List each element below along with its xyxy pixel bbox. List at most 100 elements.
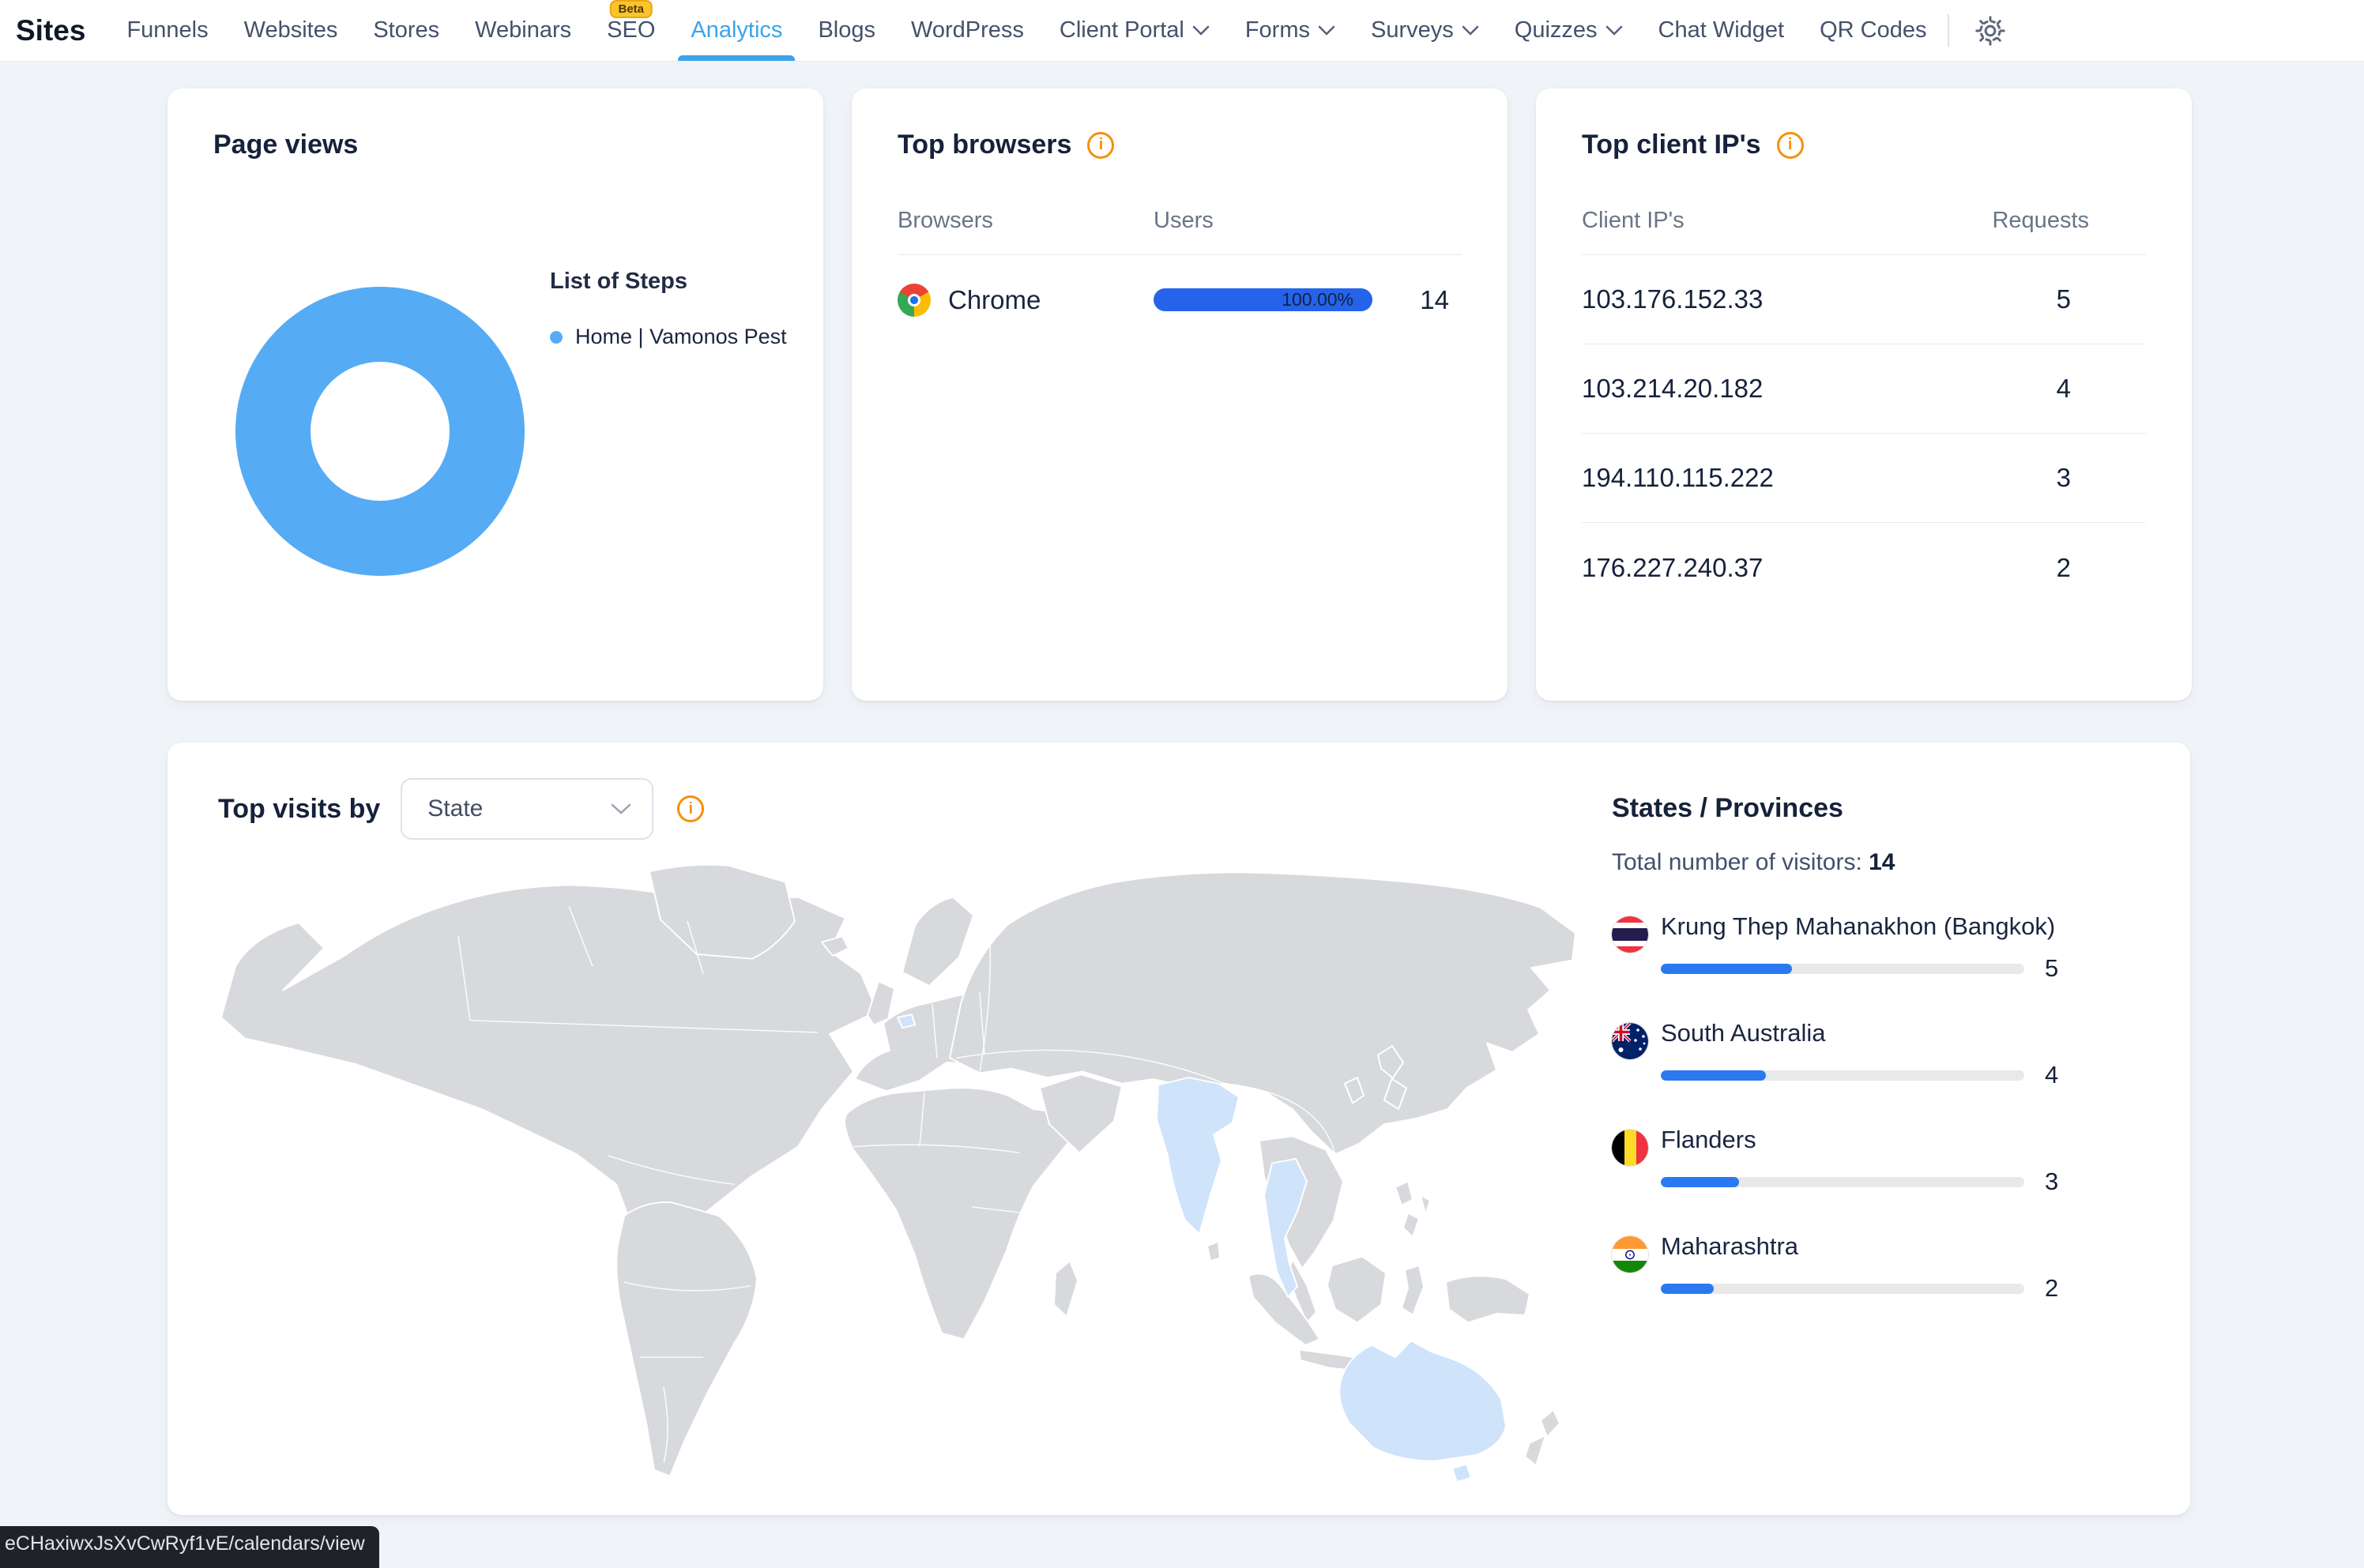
nav-item-surveys[interactable]: Surveys <box>1371 0 1479 61</box>
nav-item-seo[interactable]: Beta SEO <box>607 0 655 61</box>
chevron-down-icon <box>612 803 631 814</box>
top-browsers-card: Top browsers i Browsers Users Chrome 100… <box>852 88 1508 701</box>
nav-item-label: Client Portal <box>1059 17 1184 43</box>
state-value: 4 <box>2045 1061 2059 1089</box>
region-philippines <box>1402 1212 1420 1238</box>
region-korea <box>1344 1077 1365 1104</box>
nav-item-wordpress[interactable]: WordPress <box>911 0 1024 61</box>
region-new-guinea <box>1445 1275 1530 1324</box>
region-iceland <box>821 935 849 957</box>
top-visits-title: Top visits by <box>218 793 381 824</box>
top-client-ips-title: Top client IP's i <box>1582 88 2146 160</box>
browser-table-row[interactable]: Chrome 100.00% 14 <box>898 255 1462 344</box>
nav-item-websites[interactable]: Websites <box>244 0 338 61</box>
nav-item-label: Quizzes <box>1514 17 1598 43</box>
region-scandinavia <box>902 896 974 987</box>
chevron-down-icon <box>1605 25 1622 36</box>
nav-item-label: Stores <box>373 17 440 43</box>
states-provinces-panel: States / Provinces Total number of visit… <box>1612 793 2070 1303</box>
state-progress-fill <box>1661 963 1792 974</box>
nav-item-label: Analytics <box>691 17 783 43</box>
nav-item-webinars[interactable]: Webinars <box>475 0 571 61</box>
browser-share-label: 100.00% <box>1282 289 1353 310</box>
country-thailand-highlighted[interactable] <box>1263 1157 1308 1298</box>
browsers-table-header: Browsers Users <box>898 208 1462 234</box>
nav-item-qr-codes[interactable]: QR Codes <box>1820 0 1926 61</box>
legend-item[interactable]: Home | Vamonos Pest <box>550 325 787 349</box>
chrome-browser-icon <box>898 283 931 317</box>
column-header-requests: Requests <box>1992 208 2089 234</box>
country-australia-tasmania-highlighted[interactable] <box>1451 1463 1472 1483</box>
visits-by-selected-value: State <box>427 795 484 822</box>
region-borneo <box>1327 1255 1387 1324</box>
country-india-highlighted[interactable] <box>1156 1077 1240 1235</box>
brand-sites[interactable]: Sites <box>16 13 86 47</box>
state-name: Maharashtra <box>1661 1232 1799 1260</box>
state-progress-track <box>1661 1070 2024 1081</box>
region-sulawesi <box>1401 1265 1425 1316</box>
info-icon[interactable]: i <box>677 795 705 822</box>
country-australia-highlighted[interactable] <box>1338 1340 1507 1462</box>
ip-table-row[interactable]: 103.176.152.33 5 <box>1582 255 2146 345</box>
ips-table-header: Client IP's Requests <box>1582 208 2146 234</box>
region-philippines <box>1395 1180 1414 1206</box>
nav-item-forms[interactable]: Forms <box>1245 0 1335 61</box>
ip-table-row[interactable]: 103.214.20.182 4 <box>1582 344 2146 434</box>
page-views-title: Page views <box>213 130 359 160</box>
nav-item-label: Surveys <box>1371 17 1454 43</box>
page-views-card: Page views List of Steps Home | Vamonos … <box>168 88 823 701</box>
belgium-flag-icon <box>1612 1130 1648 1166</box>
state-row[interactable]: Krung Thep Mahanakhon (Bangkok) 5 <box>1612 912 2070 983</box>
region-uk <box>867 980 895 1026</box>
page-views-legend: List of Steps Home | Vamonos Pest <box>550 269 787 349</box>
state-value: 5 <box>2045 954 2059 982</box>
page-views-donut-chart[interactable] <box>235 287 525 576</box>
nav-item-analytics-active[interactable]: Analytics <box>678 0 796 61</box>
state-row[interactable]: South Australia 4 <box>1612 1019 2070 1089</box>
nav-item-label: Webinars <box>475 17 572 43</box>
nav-item-chat-widget[interactable]: Chat Widget <box>1658 0 1785 61</box>
nav-item-label: WordPress <box>910 17 1024 43</box>
nav-item-label: Chat Widget <box>1658 17 1785 43</box>
visits-by-select[interactable]: State <box>401 778 654 840</box>
nav-item-client-portal[interactable]: Client Portal <box>1060 0 1210 61</box>
top-visits-header: Top visits by State i <box>218 778 705 840</box>
ip-requests-value: 5 <box>2056 284 2071 314</box>
region-philippines <box>1420 1194 1431 1216</box>
top-browsers-title-text: Top browsers <box>898 130 1072 160</box>
country-belgium-highlighted[interactable] <box>897 1013 916 1029</box>
browser-share-bar: 100.00% <box>1154 288 1372 312</box>
region-new-zealand <box>1524 1435 1546 1467</box>
region-japan <box>1377 1045 1407 1111</box>
state-progress-track <box>1661 1176 2024 1187</box>
column-header-users: Users <box>1154 208 1214 234</box>
nav-item-funnels[interactable]: Funnels <box>126 0 208 61</box>
top-client-ips-card: Top client IP's i Client IP's Requests 1… <box>1536 88 2192 701</box>
column-header-client-ips: Client IP's <box>1582 208 1685 234</box>
browser-users-value: 14 <box>1420 284 1449 314</box>
top-browsers-title: Top browsers i <box>898 88 1462 160</box>
top-client-ips-title-text: Top client IP's <box>1582 130 1761 160</box>
ip-table-row[interactable]: 176.227.240.37 2 <box>1582 523 2146 612</box>
state-row[interactable]: Maharashtra 2 <box>1612 1232 2070 1303</box>
legend-dot-icon <box>550 330 563 344</box>
state-progress-track <box>1661 1283 2024 1294</box>
nav-item-label: Forms <box>1244 17 1311 43</box>
ip-table-row[interactable]: 194.110.115.222 3 <box>1582 434 2146 524</box>
browser-name: Chrome <box>948 284 1041 314</box>
nav-item-stores[interactable]: Stores <box>373 0 439 61</box>
legend-title: List of Steps <box>550 269 688 294</box>
region-sumatra <box>1248 1273 1320 1346</box>
region-arabia <box>1039 1074 1123 1154</box>
world-map[interactable] <box>198 861 1588 1485</box>
link-preview-status-bar: eCHaxiwxJsXvCwRyf1vE/calendars/view <box>0 1526 379 1568</box>
continent-south-america <box>615 1201 758 1477</box>
state-row[interactable]: Flanders 3 <box>1612 1126 2070 1196</box>
nav-item-blogs[interactable]: Blogs <box>818 0 875 61</box>
country-borders <box>457 905 1336 1463</box>
info-icon[interactable]: i <box>1087 131 1115 159</box>
info-icon[interactable]: i <box>1776 131 1804 159</box>
settings-gear-icon[interactable] <box>1973 0 2008 61</box>
nav-item-quizzes[interactable]: Quizzes <box>1515 0 1623 61</box>
nav-item-label: Blogs <box>818 17 875 43</box>
